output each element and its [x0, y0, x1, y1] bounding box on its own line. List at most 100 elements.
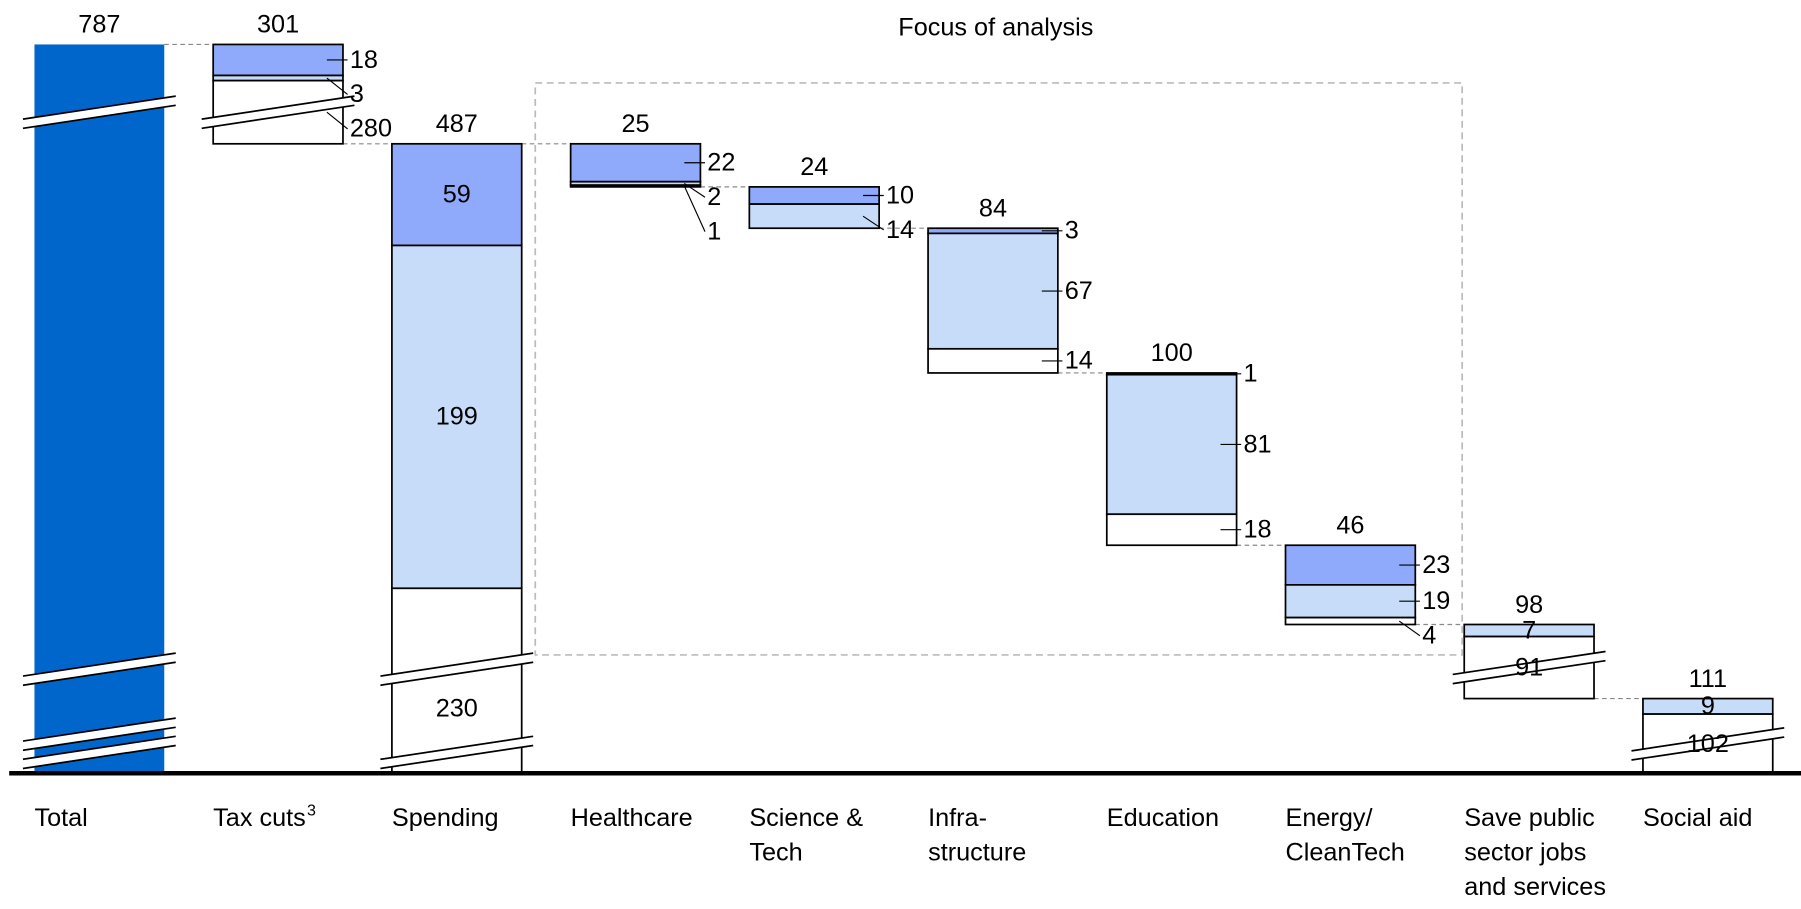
leader-line — [326, 111, 348, 130]
axis-break-line — [201, 104, 355, 130]
category-label: sector jobs — [1464, 838, 1586, 866]
segment — [927, 347, 1059, 374]
segment — [1284, 544, 1417, 586]
segment — [1284, 616, 1417, 626]
leader-line — [1398, 620, 1421, 637]
segment-label: 22 — [707, 149, 735, 177]
category-label: Social aid — [1643, 804, 1752, 832]
axis-break-line — [22, 717, 176, 742]
category-label: and services — [1464, 873, 1606, 901]
axis-break-line — [22, 726, 176, 752]
segment — [569, 142, 702, 183]
segment — [212, 43, 344, 77]
segment-label: 9 — [1701, 692, 1715, 720]
total-label: 25 — [621, 110, 649, 138]
axis-break-line — [1452, 659, 1606, 685]
axis-break — [1452, 651, 1606, 684]
segment-label: 3 — [350, 80, 364, 108]
segment — [569, 184, 702, 188]
axis-break-line — [22, 735, 176, 761]
leader-line — [683, 185, 706, 232]
axis-break-line — [380, 652, 534, 677]
total-label: 787 — [78, 11, 120, 39]
leader-line — [326, 77, 348, 95]
axis-break-line — [22, 652, 176, 677]
segment-label: 199 — [436, 403, 478, 431]
leader-line — [862, 215, 885, 231]
segment-label: 14 — [886, 216, 914, 244]
total-label: 24 — [800, 153, 828, 181]
segment — [748, 203, 880, 230]
segment-label: 280 — [350, 115, 392, 143]
axis-break — [201, 96, 355, 129]
axis-break-line — [22, 95, 176, 120]
segment — [748, 186, 880, 205]
axis-break — [380, 653, 534, 686]
segment — [1284, 584, 1417, 619]
axis-break — [22, 718, 176, 751]
segment-label: 7 — [1522, 616, 1536, 644]
segment — [391, 142, 523, 247]
category-label: Energy/ — [1286, 804, 1374, 832]
category-label: Tech — [749, 838, 802, 866]
total-label: 100 — [1151, 339, 1193, 367]
segment-label: 19 — [1422, 587, 1450, 615]
axis-break — [22, 653, 176, 686]
total-label: 98 — [1515, 591, 1543, 619]
segment — [927, 232, 1059, 350]
focus-box — [534, 82, 1464, 656]
axis-break-line — [201, 95, 355, 120]
total-label: 301 — [257, 11, 299, 39]
category-label: structure — [928, 838, 1026, 866]
axis-break-line — [1631, 727, 1785, 752]
category-note: 3 — [307, 801, 316, 819]
axis-break-line — [1452, 650, 1606, 676]
focus-annotation: Focus of analysis — [898, 14, 1093, 42]
axis-break-line — [380, 744, 534, 770]
segment — [1105, 513, 1238, 547]
segment-label: 23 — [1422, 551, 1450, 579]
segment — [391, 244, 523, 590]
segment-label: 230 — [436, 694, 478, 722]
axis-break-line — [22, 104, 176, 130]
segment-label: 1 — [1243, 360, 1257, 388]
segment-label: 18 — [1243, 516, 1271, 544]
segment-label: 1 — [707, 217, 721, 245]
axis-break — [1631, 727, 1785, 761]
category-label: Science & — [749, 804, 863, 832]
total-label: 111 — [1689, 665, 1727, 693]
axis-break — [380, 736, 534, 769]
category-label: Total — [34, 804, 87, 832]
axis-break-line — [380, 735, 534, 761]
total-label: 46 — [1336, 512, 1364, 540]
segment-label: 10 — [886, 181, 914, 209]
total-label: 84 — [979, 195, 1007, 223]
segment — [1105, 373, 1238, 516]
category-label: Healthcare — [571, 804, 693, 832]
segment-label: 3 — [1065, 217, 1079, 245]
segment-label: 59 — [443, 180, 471, 208]
segment-label: 4 — [1422, 622, 1436, 650]
category-label: Education — [1107, 804, 1219, 832]
total-label: 487 — [436, 110, 478, 138]
axis-break — [22, 736, 176, 769]
segment-label: 2 — [707, 183, 721, 211]
segment-label: 18 — [350, 46, 378, 74]
axis-break-line — [1631, 736, 1785, 761]
leader-line — [684, 182, 706, 198]
segment-label: 91 — [1515, 653, 1543, 681]
category-label: Tax cuts — [213, 804, 306, 832]
segment-label: 14 — [1065, 347, 1093, 375]
axis-break-line — [380, 661, 534, 687]
axis-break-line — [22, 661, 176, 687]
segment-label: 102 — [1687, 730, 1729, 758]
category-label: Infra- — [928, 804, 987, 832]
category-label: Save public — [1464, 804, 1595, 832]
segment-label: 67 — [1065, 277, 1093, 305]
segment-label: 81 — [1243, 430, 1271, 458]
axis-break — [22, 96, 176, 129]
axis-break-line — [22, 744, 176, 770]
category-label: Spending — [392, 804, 499, 832]
